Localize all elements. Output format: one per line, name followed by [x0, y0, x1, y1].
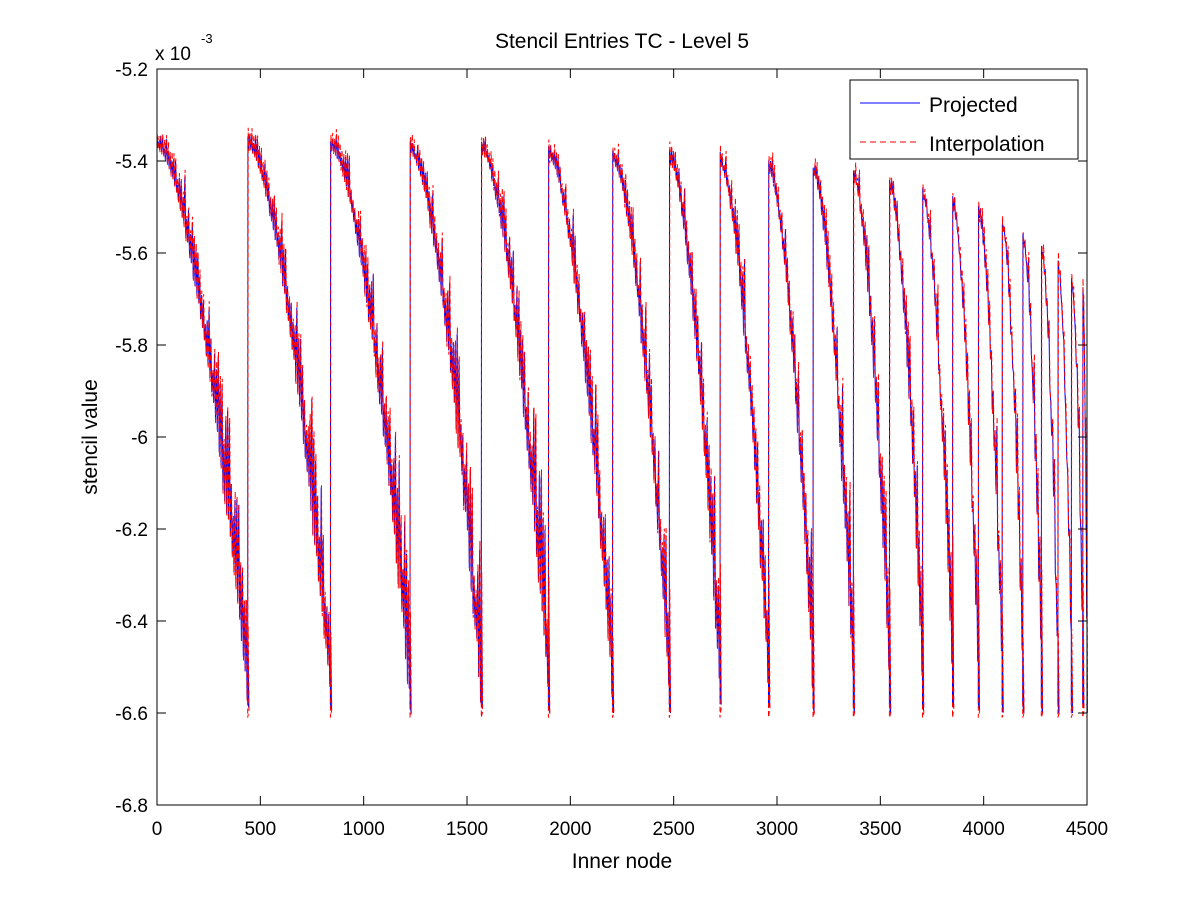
y-axis-ticks: -5.2 -5.4 -5.6 -5.8 -6 -6.2 -6.4 -6.6 -6.8 [115, 60, 1087, 817]
x-tick-label: 2000 [549, 819, 591, 840]
x-tick-label: 500 [244, 819, 276, 840]
y-tick-label: -6.4 [115, 612, 148, 633]
series-layer [156, 127, 1088, 718]
y-tick-label: -5.4 [115, 152, 148, 173]
y-tick-label: -5.6 [115, 244, 148, 265]
x-tick-label: 1000 [343, 819, 385, 840]
y-tick-label: -5.2 [115, 60, 148, 81]
x-tick-label: 3000 [756, 819, 798, 840]
y-axis-label: stencil value [79, 379, 102, 495]
x-tick-label: 0 [152, 819, 163, 840]
x-axis-label: Inner node [572, 850, 672, 873]
x-axis-ticks: 0 500 1000 1500 2000 2500 3000 3500 4000 4500 [152, 69, 1108, 840]
legend: Projected Interpolation [849, 79, 1079, 160]
x-tick-label: 2500 [653, 819, 695, 840]
x-tick-label: 4500 [1066, 819, 1108, 840]
chart-title: Stencil Entries TC - Level 5 [495, 30, 749, 53]
legend-label-projected: Projected [929, 94, 1018, 117]
y-multiplier-base: x 10 [155, 44, 191, 65]
series-interpolation-line [156, 127, 1088, 718]
x-tick-label: 4000 [963, 819, 1005, 840]
x-tick-label: 1500 [446, 819, 488, 840]
y-tick-label: -6.8 [115, 796, 148, 817]
y-tick-label: -6.2 [115, 520, 148, 541]
legend-label-interpolation: Interpolation [929, 133, 1045, 156]
y-multiplier-exponent: -3 [201, 31, 213, 46]
legend-box [849, 79, 1079, 160]
y-tick-label: -6.6 [115, 704, 148, 725]
x-tick-label: 3500 [859, 819, 901, 840]
y-tick-label: -5.8 [115, 336, 148, 357]
y-tick-label: -6 [131, 428, 148, 449]
